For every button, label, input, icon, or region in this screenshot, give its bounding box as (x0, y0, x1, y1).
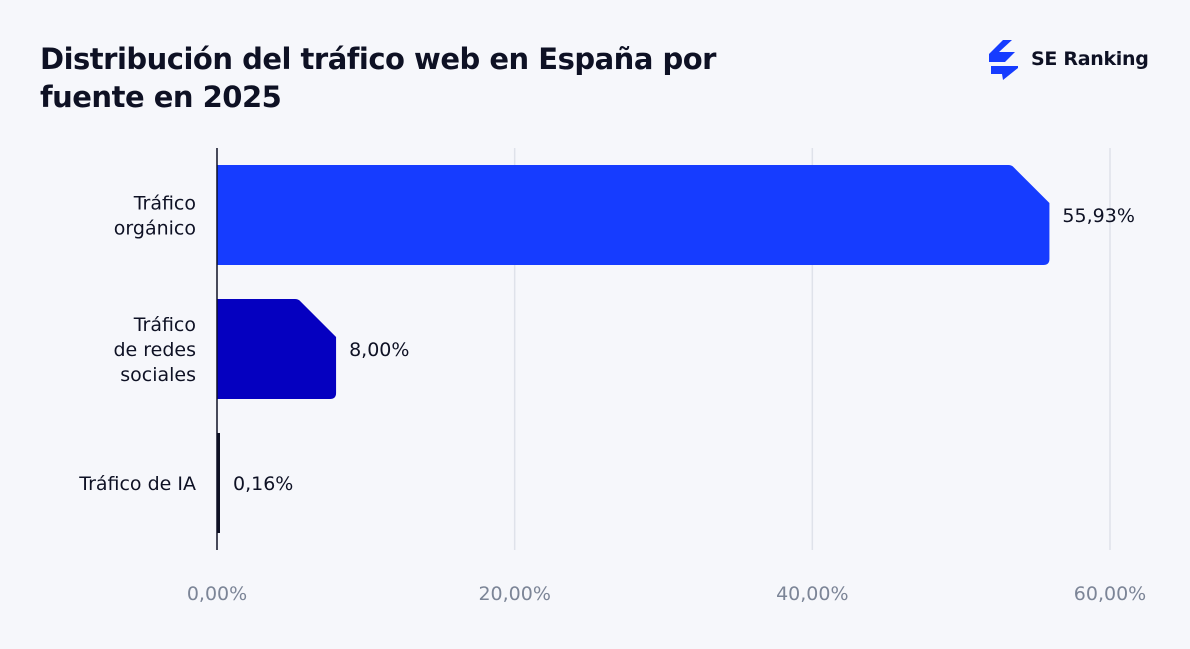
category-label: sociales (120, 364, 196, 386)
brand-name: SE Ranking (1031, 48, 1149, 70)
value-label: 8,00% (349, 339, 409, 361)
x-tick-label: 0,00% (187, 583, 247, 605)
bar (217, 299, 337, 399)
bar (217, 165, 1050, 265)
category-label: Tráfico (133, 193, 196, 215)
category-label: orgánico (114, 218, 196, 240)
x-tick-label: 40,00% (776, 583, 848, 605)
brand-logo: SE Ranking (985, 38, 1149, 80)
category-label: Tráfico de IA (78, 473, 196, 495)
category-label: Tráfico (133, 314, 196, 336)
category-label: de redes (113, 339, 196, 361)
x-tick-label: 20,00% (478, 583, 550, 605)
value-label: 55,93% (1062, 205, 1134, 227)
se-ranking-logo-icon (989, 40, 1018, 80)
value-label: 0,16% (233, 473, 293, 495)
x-tick-label: 60,00% (1074, 583, 1146, 605)
chart-title: Distribución del tráfico web en España p… (40, 42, 716, 114)
